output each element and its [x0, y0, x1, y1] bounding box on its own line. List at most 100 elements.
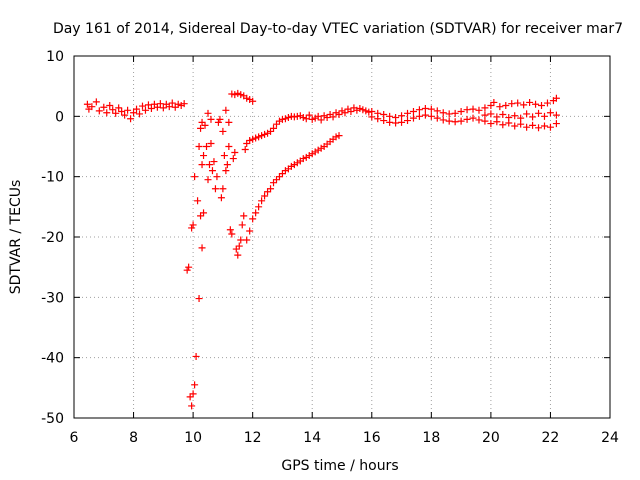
data-point [180, 100, 188, 108]
y-tick-label: -10 [41, 170, 64, 186]
data-point [95, 107, 103, 115]
data-point [168, 99, 176, 107]
data-point [197, 124, 205, 132]
data-point [165, 103, 173, 111]
data-point [404, 109, 412, 117]
chart-title: Day 161 of 2014, Sidereal Day-to-day VTE… [53, 21, 623, 37]
series-early-band [83, 98, 188, 123]
data-point [267, 127, 275, 135]
data-point [493, 113, 501, 121]
data-point [231, 149, 239, 157]
data-point [241, 146, 249, 154]
data-point [243, 139, 251, 147]
data-point [200, 152, 208, 160]
data-point [404, 117, 412, 125]
data-point [552, 120, 560, 128]
data-point [156, 100, 164, 108]
data-point [392, 119, 400, 127]
data-point [278, 115, 286, 123]
data-point [552, 111, 560, 119]
data-point [520, 101, 528, 109]
data-point [106, 101, 114, 109]
data-point [153, 103, 161, 111]
data-point [200, 209, 208, 217]
data-point [398, 118, 406, 126]
data-point [198, 244, 206, 252]
data-point [380, 111, 388, 119]
data-point [115, 104, 123, 112]
data-point [144, 101, 152, 109]
data-point [225, 118, 233, 126]
x-tick-labels: 6 8 10 12 14 16 18 20 22 24 [70, 430, 619, 446]
data-point [255, 133, 263, 141]
data-point [552, 94, 560, 102]
data-point [195, 143, 203, 150]
data-points [83, 89, 560, 410]
data-point [222, 167, 230, 175]
data-point [305, 111, 313, 119]
data-point [217, 194, 225, 202]
data-point [380, 117, 388, 125]
data-point [341, 109, 349, 117]
data-point [487, 110, 495, 118]
data-point [535, 109, 543, 117]
data-point [136, 110, 144, 118]
data-point [445, 117, 453, 125]
data-point [502, 101, 510, 109]
data-point [433, 107, 441, 115]
data-point [475, 116, 483, 124]
data-point [204, 176, 212, 184]
data-point [386, 118, 394, 126]
data-point [228, 90, 236, 98]
data-point [359, 106, 367, 114]
data-point [496, 103, 504, 111]
data-point [118, 108, 126, 116]
data-point [314, 112, 322, 120]
data-point [225, 143, 233, 150]
data-point [374, 115, 382, 123]
data-point [88, 103, 96, 111]
x-axis-label: GPS time / hours [281, 458, 398, 474]
data-point [252, 209, 260, 217]
data-point [261, 192, 269, 200]
data-point [150, 100, 158, 108]
x-tick-label: 10 [184, 430, 202, 446]
data-point [457, 117, 465, 125]
data-point [234, 251, 242, 259]
data-point [130, 109, 138, 117]
data-point [302, 115, 310, 123]
data-point [415, 106, 423, 114]
data-point [451, 109, 459, 117]
data-point [517, 120, 525, 128]
data-point [523, 123, 531, 131]
data-point [270, 124, 278, 132]
x-tick-label: 20 [482, 430, 500, 446]
data-point [249, 215, 257, 223]
data-point [147, 104, 155, 112]
data-point [255, 203, 263, 211]
x-tick-label: 22 [542, 430, 560, 446]
y-tick-label: -50 [41, 411, 64, 427]
data-point [451, 118, 459, 126]
x-tick-label: 18 [422, 430, 440, 446]
data-point [415, 112, 423, 120]
data-point [365, 108, 373, 116]
data-point [201, 121, 209, 129]
data-point [185, 263, 193, 271]
data-point [252, 134, 260, 142]
data-point [398, 112, 406, 120]
data-point [538, 101, 546, 109]
data-point [249, 135, 257, 143]
data-point [335, 111, 343, 119]
series-lower-recovery [243, 132, 343, 244]
data-point [540, 122, 548, 130]
data-point [457, 108, 465, 116]
series-late-band-lower [368, 111, 560, 132]
data-point [246, 227, 254, 235]
data-point [219, 185, 227, 193]
y-tick-label: -30 [41, 290, 64, 306]
x-tick-label: 8 [129, 430, 138, 446]
data-point [223, 161, 231, 169]
data-point [386, 112, 394, 120]
data-point [272, 176, 280, 184]
